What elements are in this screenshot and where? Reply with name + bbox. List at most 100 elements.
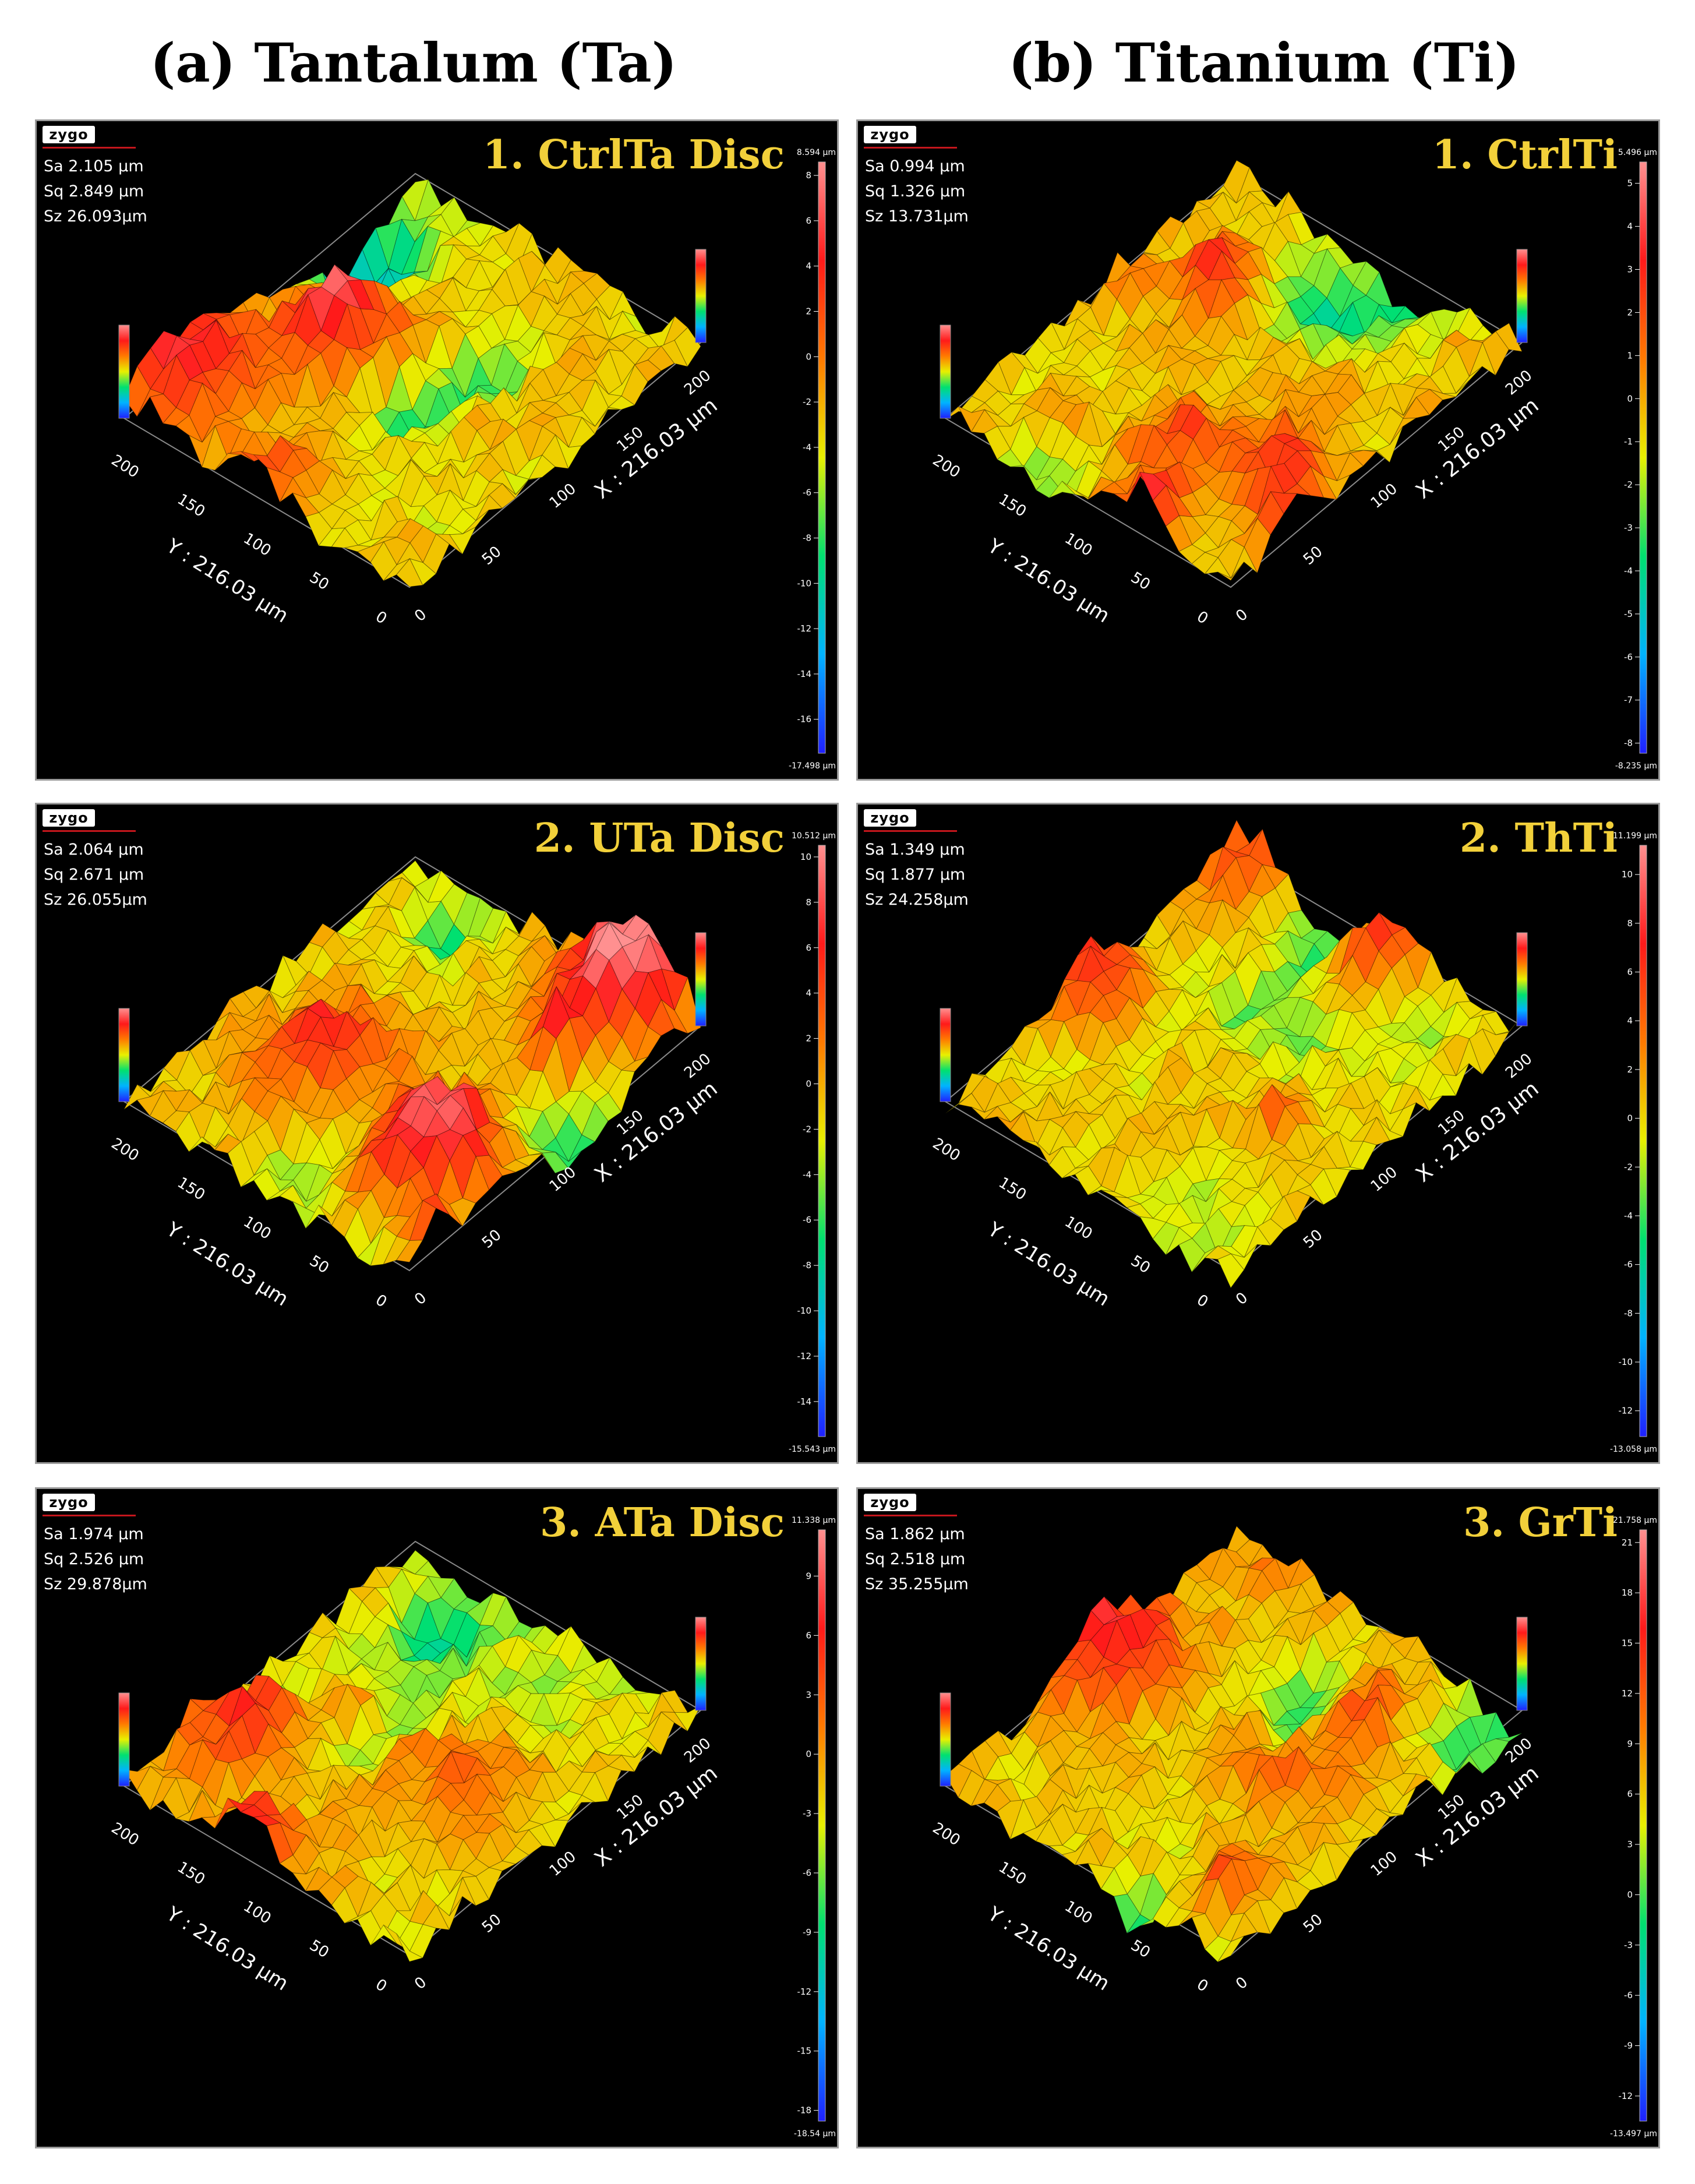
corner-colorbar-right: [695, 249, 707, 343]
scale-tick-label: 1: [1627, 350, 1633, 361]
panel-title: 3. GrTi: [1463, 1499, 1618, 1546]
scale-tick-label: 6: [1627, 967, 1633, 978]
x-axis-label: X : 216.03 µm: [590, 393, 722, 503]
scale-tick-label: -3: [1624, 1940, 1633, 1950]
y-tick-label: 200: [108, 1135, 142, 1165]
surface-mesh: [123, 1550, 702, 1962]
surface-panel-ti-3: 0 50 100 150 200 Y : 216.03 µm 0 50 100 150 200 X :…: [856, 1487, 1660, 2148]
x-tick-label: 0: [411, 1289, 430, 1309]
scale-tick-label: 9: [1627, 1738, 1633, 1749]
y-tick-label: 50: [306, 1936, 332, 1961]
y-tick-label: 100: [1061, 1897, 1095, 1928]
scale-tick-label: -16: [797, 714, 812, 725]
x-tick-label: 200: [681, 1735, 714, 1767]
scale-max-label: 8.594 µm: [797, 148, 836, 157]
scale-tick-label: -8: [803, 533, 811, 544]
x-tick-label: 0: [411, 606, 430, 626]
y-axis-label: Y : 216.03 µm: [983, 1218, 1114, 1311]
height-colorbar: [1639, 845, 1647, 1437]
scale-min-label: -8.235 µm: [1615, 761, 1657, 771]
scale-tick-label: -6: [803, 488, 811, 498]
scale-tick-label: -3: [1624, 523, 1633, 533]
roughness-stat: Sa 2.105 µm: [44, 157, 144, 175]
surface-panel-ta-1: 0 50 100 150 200 Y : 216.03 µm 0 50 100 150 200 X :…: [35, 119, 839, 781]
y-tick-label: 150: [995, 1174, 1029, 1204]
y-tick-label: 0: [1193, 1975, 1211, 1995]
corner-colorbar-right: [1516, 1617, 1528, 1711]
scale-tick-label: 2: [806, 306, 811, 317]
roughness-stat: Sa 2.064 µm: [44, 841, 144, 859]
scale-tick-label: -10: [1619, 1357, 1633, 1367]
scale-tick-label: 0: [1627, 1889, 1633, 1900]
scale-min-label: -15.543 µm: [789, 1445, 836, 1454]
scale-tick-label: 4: [1627, 1015, 1633, 1026]
roughness-stat: Sa 0.994 µm: [865, 157, 965, 175]
corner-colorbar-left: [940, 324, 951, 419]
y-axis-label: Y : 216.03 µm: [983, 534, 1114, 628]
logo-underline: [864, 147, 957, 149]
scale-tick-label: 4: [1627, 221, 1633, 232]
logo-underline: [864, 830, 957, 832]
scale-tick-label: -2: [803, 397, 811, 407]
roughness-stat: Sq 1.326 µm: [865, 182, 966, 200]
scale-max-label: 21.758 µm: [1613, 1516, 1657, 1525]
corner-colorbar-right: [1516, 249, 1528, 343]
x-tick-label: 100: [1368, 1163, 1401, 1195]
scale-tick-label: -4: [803, 1169, 811, 1180]
roughness-stat: Sq 2.671 µm: [44, 866, 144, 884]
y-tick-label: 50: [306, 1252, 332, 1277]
scale-min-label: -13.058 µm: [1610, 1445, 1657, 1454]
y-tick-label: 200: [930, 451, 963, 482]
roughness-stats: Sa 2.105 µm Sq 2.849 µm Sz 26.093µm: [44, 154, 147, 229]
height-colorbar: [1639, 161, 1647, 754]
scale-tick-label: 3: [1627, 264, 1633, 275]
y-tick-label: 200: [108, 451, 142, 482]
header-titanium: (b) Titanium (Ti): [1008, 31, 1520, 94]
y-tick-label: 50: [1128, 1936, 1153, 1961]
panel-title: 2. ThTi: [1459, 815, 1618, 862]
x-tick-label: 200: [681, 1050, 714, 1082]
surface-mesh: [945, 1525, 1523, 1963]
scale-tick-label: -8: [1624, 1308, 1633, 1318]
x-tick-label: 50: [479, 543, 505, 569]
zygo-logo: zygo: [864, 809, 916, 827]
surface-mesh: [123, 178, 701, 587]
height-colorbar: [818, 845, 826, 1437]
scale-tick-label: -4: [1624, 1211, 1633, 1221]
scale-tick-label: -9: [803, 1927, 811, 1938]
scale-min-label: -13.497 µm: [1610, 2129, 1657, 2139]
scale-min-label: -17.498 µm: [789, 761, 836, 771]
scale-tick-label: -3: [803, 1808, 811, 1819]
corner-colorbar-left: [940, 1008, 951, 1102]
scale-tick-label: -4: [803, 442, 811, 453]
y-tick-label: 200: [930, 1135, 963, 1165]
scale-tick-label: -5: [1624, 609, 1633, 619]
scale-tick-label: -6: [803, 1868, 811, 1878]
y-tick-label: 50: [306, 569, 332, 594]
y-tick-label: 100: [240, 530, 274, 560]
roughness-stat: Sa 1.974 µm: [44, 1525, 144, 1543]
logo-underline: [864, 1515, 957, 1516]
corner-colorbar-left: [940, 1692, 951, 1787]
scale-tick-label: -10: [797, 578, 812, 588]
y-tick-label: 200: [930, 1819, 963, 1850]
scale-tick-label: -8: [803, 1260, 811, 1271]
x-tick-label: 50: [1300, 543, 1326, 569]
x-tick-label: 200: [1502, 367, 1535, 399]
roughness-stats: Sa 1.974 µm Sq 2.526 µm Sz 29.878µm: [44, 1522, 147, 1597]
y-tick-label: 150: [174, 1858, 208, 1889]
scale-tick-label: -6: [803, 1215, 811, 1225]
zygo-logo: zygo: [43, 1494, 95, 1511]
y-tick-label: 200: [108, 1819, 142, 1850]
scale-tick-label: -14: [797, 1396, 812, 1407]
y-tick-label: 150: [995, 1858, 1029, 1889]
x-tick-label: 200: [1502, 1050, 1535, 1082]
scale-tick-label: -14: [797, 669, 812, 679]
height-colorbar: [818, 161, 826, 754]
x-tick-label: 0: [1233, 1974, 1251, 1994]
roughness-stat: Sz 26.055µm: [44, 891, 147, 909]
roughness-stat: Sq 2.526 µm: [44, 1550, 144, 1568]
scale-min-label: -18.54 µm: [794, 2129, 836, 2139]
